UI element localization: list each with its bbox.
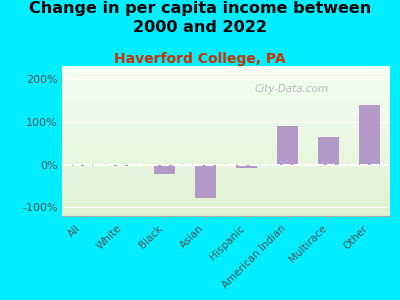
Bar [195, 165, 216, 198]
Bar [318, 137, 339, 165]
Bar [113, 165, 134, 166]
Bar [154, 165, 175, 174]
Bar [236, 165, 257, 168]
Bar [359, 105, 380, 165]
Text: Change in per capita income between
2000 and 2022: Change in per capita income between 2000… [29, 2, 371, 35]
Bar [277, 126, 298, 165]
Text: City-Data.com: City-Data.com [254, 83, 329, 94]
Bar [72, 165, 93, 166]
Text: Haverford College, PA: Haverford College, PA [114, 52, 286, 67]
